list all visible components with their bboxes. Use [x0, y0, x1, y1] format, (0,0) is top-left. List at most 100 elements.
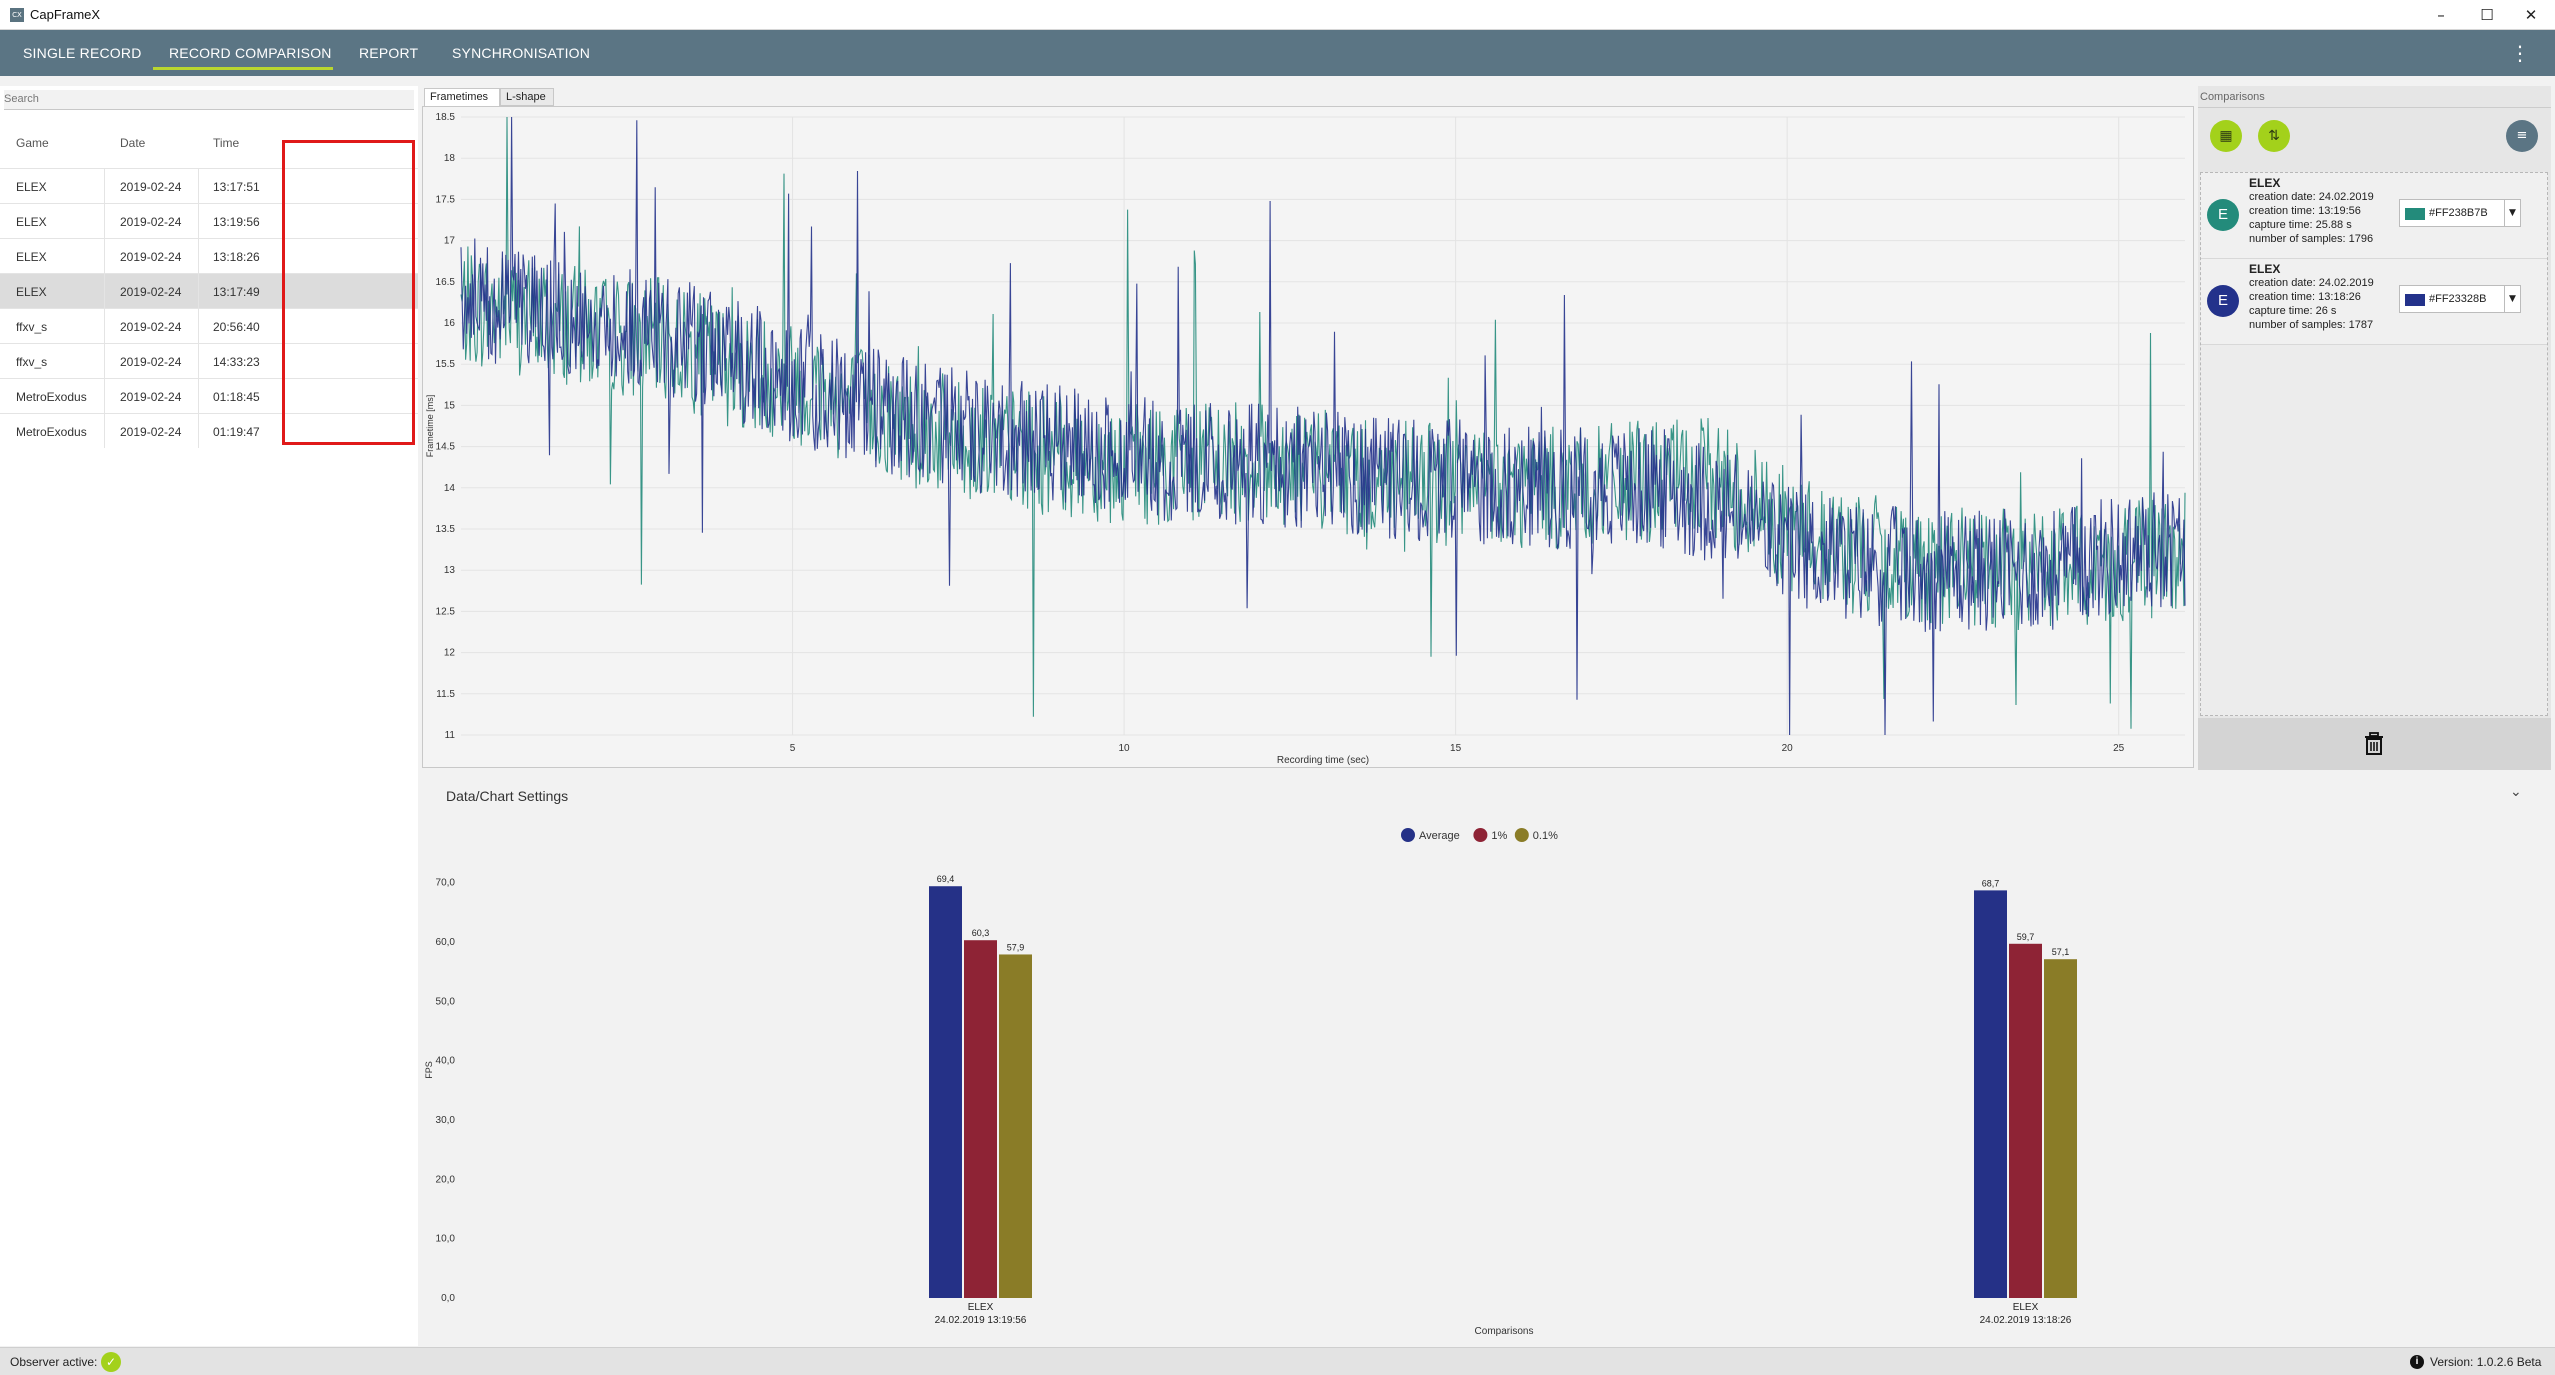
- cell-date: 2019-02-24: [120, 285, 182, 299]
- status-bar: Observer active: ✓ i Version: 1.0.2.6 Be…: [0, 1347, 2555, 1375]
- y-tick-label: 14.5: [436, 442, 456, 453]
- table-row[interactable]: MetroExodus 2019-02-24 01:19:47: [0, 413, 418, 448]
- chevron-down-icon[interactable]: ▼: [2504, 286, 2520, 312]
- table-row[interactable]: ffxv_s 2019-02-24 14:33:23: [0, 343, 418, 378]
- x-tick-label: 5: [790, 743, 796, 754]
- close-button[interactable]: ✕: [2524, 6, 2538, 24]
- avatar: E: [2207, 199, 2239, 231]
- comparison-item[interactable]: E ELEX creation date: 24.02.2019 creatio…: [2201, 259, 2547, 345]
- creation-date: creation date: 24.02.2019: [2249, 277, 2374, 289]
- record-list-panel: Search Game Date Time ELEX 2019-02-24 13…: [0, 86, 418, 1346]
- table-row[interactable]: MetroExodus 2019-02-24 01:18:45: [0, 378, 418, 413]
- check-icon: ✓: [101, 1352, 121, 1372]
- cell-date: 2019-02-24: [120, 355, 182, 369]
- swap-icon[interactable]: ⇅: [2258, 120, 2290, 152]
- x-axis-label: Recording time (sec): [1277, 755, 1369, 766]
- tab-report[interactable]: REPORT: [359, 45, 419, 61]
- y-tick-label: 12: [444, 648, 456, 659]
- x-tick-label: 20: [1782, 743, 1794, 754]
- x-tick-label: 10: [1119, 743, 1131, 754]
- frametime-chart-svg: 11 11.5 12 12.5 13 13.5 14 14.5 15 15.5 16 16.5 17 17…: [425, 112, 2186, 766]
- chevron-down-icon[interactable]: ⌄: [2510, 784, 2522, 800]
- chevron-down-icon[interactable]: ▼: [2504, 200, 2520, 226]
- table-row[interactable]: ELEX 2019-02-24 13:18:26: [0, 238, 418, 273]
- app-logo-icon: CX: [10, 8, 24, 22]
- cell-date: 2019-02-24: [120, 425, 182, 439]
- cell-game: ELEX: [16, 180, 47, 194]
- comparisons-panel: Comparisons ▦ ⇅ ≡ E ELEX creation date: …: [2198, 86, 2551, 770]
- comparison-item[interactable]: E ELEX creation date: 24.02.2019 creatio…: [2201, 173, 2547, 259]
- column-header-time[interactable]: Time: [213, 136, 240, 150]
- cell-game: ELEX: [16, 250, 47, 264]
- y-tick-label: 13: [444, 565, 456, 576]
- y-tick-label: 0,0: [441, 1293, 455, 1304]
- y-tick-label: 13.5: [436, 524, 456, 535]
- y-tick-label: 11: [445, 730, 456, 741]
- active-tab-indicator: [153, 67, 333, 70]
- y-tick-label: 30,0: [436, 1115, 456, 1126]
- y-tick-label: 15.5: [436, 359, 456, 370]
- table-row[interactable]: ELEX 2019-02-24 13:17:51: [0, 168, 418, 203]
- cell-date: 2019-02-24: [120, 215, 182, 229]
- legend-label: 0.1%: [1533, 830, 1558, 842]
- y-tick-label: 40,0: [436, 1056, 456, 1067]
- y-axis-label: Frametime [ms]: [425, 395, 435, 458]
- column-header-date[interactable]: Date: [120, 136, 146, 150]
- bar-value-label: 68,7: [1982, 878, 2000, 888]
- avatar: E: [2207, 285, 2239, 317]
- bar-value-label: 69,4: [937, 874, 955, 884]
- bar: [2009, 943, 2042, 1298]
- x-tick-label: 25: [2113, 743, 2125, 754]
- legend-marker: [1473, 828, 1488, 842]
- comparison-list: E ELEX creation date: 24.02.2019 creatio…: [2200, 172, 2548, 716]
- comparison-game: ELEX: [2249, 262, 2281, 276]
- column-header-game[interactable]: Game: [16, 136, 49, 150]
- cell-game: ELEX: [16, 285, 47, 299]
- grid-view-icon[interactable]: ▦: [2210, 120, 2242, 152]
- cell-game: ELEX: [16, 215, 47, 229]
- chart-settings-expander[interactable]: Data/Chart Settings ⌄: [422, 776, 2532, 816]
- cell-time: 01:18:45: [213, 390, 260, 404]
- cell-time: 13:17:49: [213, 285, 260, 299]
- observer-status-label: Observer active:: [10, 1355, 98, 1369]
- cell-time: 14:33:23: [213, 355, 260, 369]
- capture-time: capture time: 26 s: [2249, 305, 2337, 317]
- table-row[interactable]: ffxv_s 2019-02-24 20:56:40: [0, 308, 418, 343]
- fps-bar-chart: 0,0 10,0 20,0 30,0 40,0 50,0 60,0 70,0 FPS Averag…: [422, 820, 2555, 1340]
- bar: [929, 886, 962, 1298]
- cell-time: 13:19:56: [213, 215, 260, 229]
- creation-time: creation time: 13:18:26: [2249, 291, 2361, 303]
- legend-marker: [1514, 828, 1529, 842]
- info-icon[interactable]: i: [2410, 1355, 2424, 1369]
- bar-value-label: 57,9: [1007, 942, 1025, 952]
- legend-label: Average: [1419, 830, 1460, 842]
- clear-list-icon[interactable]: ≡: [2506, 120, 2538, 152]
- y-tick-label: 60,0: [436, 937, 456, 948]
- search-input[interactable]: Search: [4, 90, 414, 110]
- color-picker[interactable]: #FF238B7B ▼: [2399, 199, 2521, 227]
- cell-game: MetroExodus: [16, 425, 87, 439]
- table-row-selected[interactable]: ELEX 2019-02-24 13:17:49: [0, 273, 418, 308]
- frametime-chart: 11 11.5 12 12.5 13 13.5 14 14.5 15 15.5 16 16.5 17 17…: [422, 106, 2194, 768]
- category-label: ELEX: [968, 1302, 994, 1313]
- kebab-menu-icon[interactable]: ⋮: [2510, 41, 2530, 65]
- y-tick-label: 11.5: [436, 689, 455, 700]
- tab-l-shape[interactable]: L-shape: [500, 88, 554, 106]
- color-picker[interactable]: #FF23328B ▼: [2399, 285, 2521, 313]
- cell-time: 01:19:47: [213, 425, 260, 439]
- title-bar: CX CapFrameX – ☐ ✕: [0, 0, 2555, 30]
- maximize-button[interactable]: ☐: [2480, 6, 2494, 24]
- frametime-series-line: [460, 116, 2186, 729]
- creation-date: creation date: 24.02.2019: [2249, 191, 2374, 203]
- cell-time: 13:17:51: [213, 180, 260, 194]
- trash-icon[interactable]: [2363, 732, 2385, 756]
- y-tick-label: 17: [444, 236, 456, 247]
- creation-time: creation time: 13:19:56: [2249, 205, 2361, 217]
- tab-synchronisation[interactable]: SYNCHRONISATION: [452, 45, 591, 61]
- category-sublabel: 24.02.2019 13:18:26: [1980, 1315, 2072, 1326]
- table-row[interactable]: ELEX 2019-02-24 13:19:56: [0, 203, 418, 238]
- tab-frametimes[interactable]: Frametimes: [424, 88, 500, 106]
- tab-record-comparison[interactable]: RECORD COMPARISON: [169, 45, 332, 61]
- minimize-button[interactable]: –: [2437, 6, 2445, 24]
- tab-single-record[interactable]: SINGLE RECORD: [23, 45, 142, 61]
